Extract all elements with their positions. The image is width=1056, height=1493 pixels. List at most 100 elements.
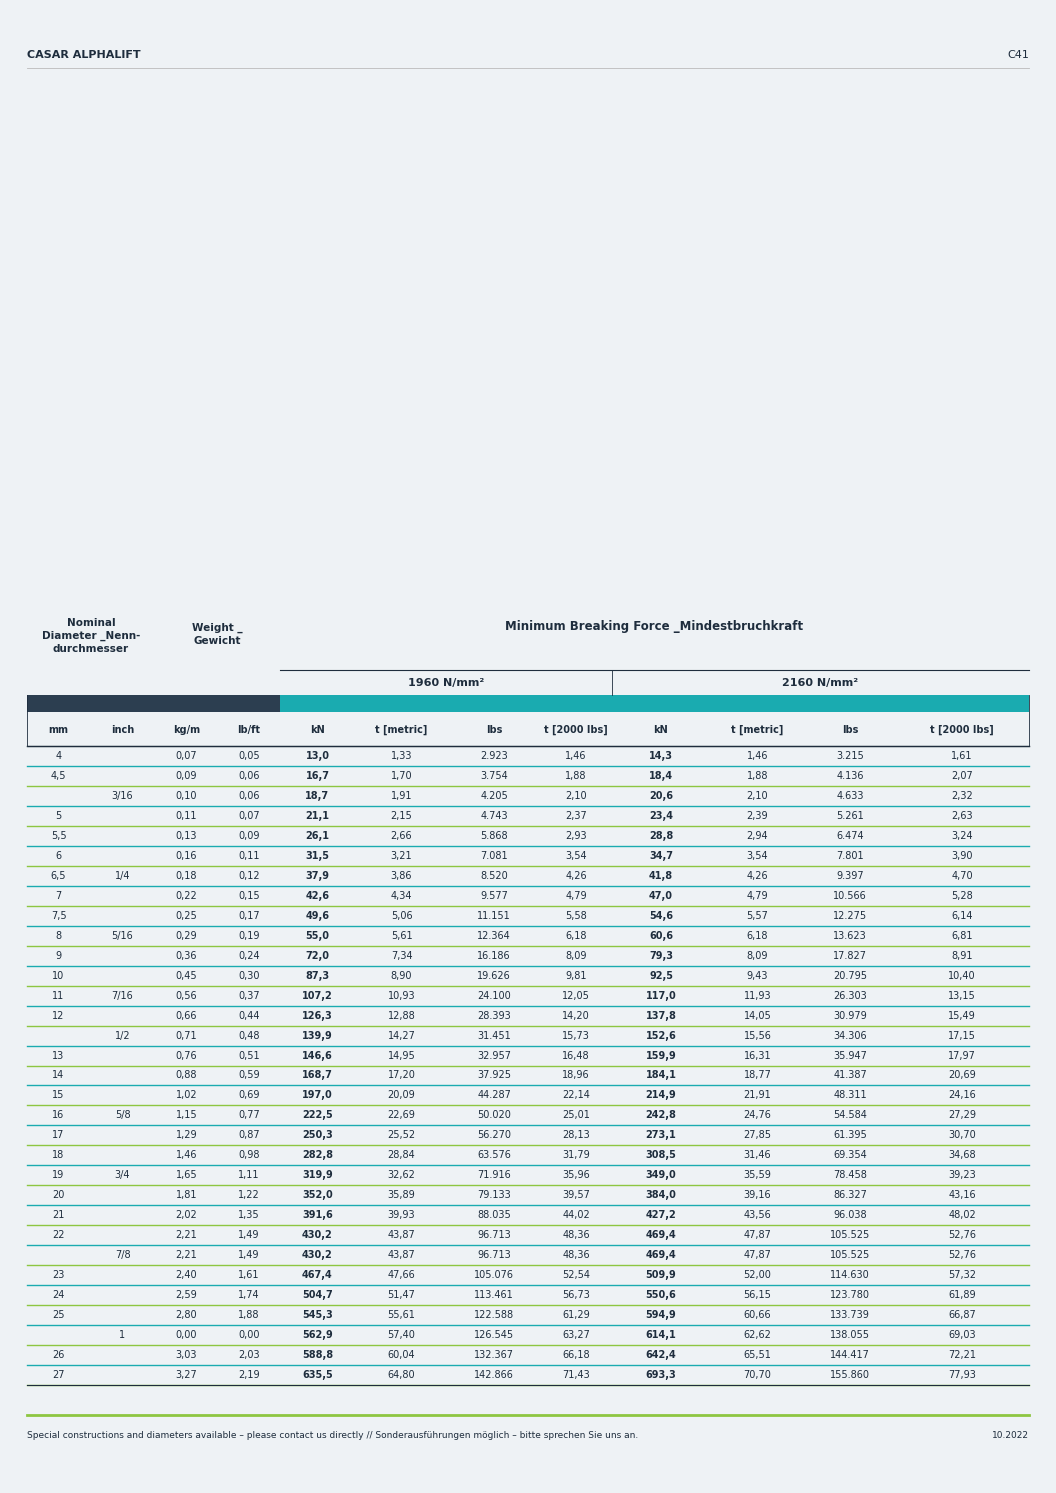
Text: 41.387: 41.387 xyxy=(833,1070,867,1081)
Text: 3,54: 3,54 xyxy=(747,851,769,861)
Text: 0,45: 0,45 xyxy=(175,970,197,981)
Text: 3,86: 3,86 xyxy=(391,870,412,881)
Text: 24: 24 xyxy=(53,1290,64,1300)
Text: 48,36: 48,36 xyxy=(562,1250,590,1260)
Text: 3,54: 3,54 xyxy=(565,851,587,861)
Text: lb/ft: lb/ft xyxy=(238,726,261,735)
Text: 23,4: 23,4 xyxy=(649,811,673,821)
Text: 66,87: 66,87 xyxy=(948,1311,976,1320)
Text: 1,88: 1,88 xyxy=(747,770,769,781)
Text: 1/2: 1/2 xyxy=(115,1030,130,1041)
Text: 614,1: 614,1 xyxy=(645,1330,677,1341)
Text: 159,9: 159,9 xyxy=(645,1051,677,1060)
Text: 71.916: 71.916 xyxy=(477,1171,511,1181)
Text: 17,15: 17,15 xyxy=(948,1030,976,1041)
Text: 47,0: 47,0 xyxy=(649,891,673,900)
Text: 319,9: 319,9 xyxy=(302,1171,333,1181)
Text: 26: 26 xyxy=(53,1350,64,1360)
Text: 12,05: 12,05 xyxy=(562,991,590,1000)
Text: 6.474: 6.474 xyxy=(836,832,864,841)
Text: 0,06: 0,06 xyxy=(239,791,260,800)
Text: 7: 7 xyxy=(55,891,61,900)
Text: 9.577: 9.577 xyxy=(480,891,508,900)
Text: mm: mm xyxy=(49,726,69,735)
Text: 132.367: 132.367 xyxy=(474,1350,514,1360)
Text: 214,9: 214,9 xyxy=(645,1090,677,1100)
Text: 3,27: 3,27 xyxy=(175,1371,197,1380)
Text: 52,54: 52,54 xyxy=(562,1271,590,1280)
Text: 70,70: 70,70 xyxy=(743,1371,772,1380)
Text: 32,62: 32,62 xyxy=(388,1171,415,1181)
Text: 430,2: 430,2 xyxy=(302,1230,333,1241)
Text: 222,5: 222,5 xyxy=(302,1111,333,1120)
Text: 21: 21 xyxy=(53,1211,64,1220)
Text: 155.860: 155.860 xyxy=(830,1371,870,1380)
Text: 5.261: 5.261 xyxy=(836,811,864,821)
Text: 1,46: 1,46 xyxy=(175,1151,197,1160)
Text: 18: 18 xyxy=(53,1151,64,1160)
Text: 550,6: 550,6 xyxy=(645,1290,677,1300)
Text: kN: kN xyxy=(654,726,668,735)
Text: 41,8: 41,8 xyxy=(649,870,673,881)
Text: 39,57: 39,57 xyxy=(562,1190,590,1200)
Text: 18,77: 18,77 xyxy=(743,1070,772,1081)
Text: 1,49: 1,49 xyxy=(239,1250,260,1260)
Text: 3/4: 3/4 xyxy=(115,1171,130,1181)
Text: 0,17: 0,17 xyxy=(239,911,260,921)
Text: 25,52: 25,52 xyxy=(388,1130,416,1141)
Text: 25: 25 xyxy=(52,1311,64,1320)
Text: 24.100: 24.100 xyxy=(477,991,511,1000)
Text: 142.866: 142.866 xyxy=(474,1371,514,1380)
Text: 594,9: 594,9 xyxy=(645,1311,677,1320)
Text: 250,3: 250,3 xyxy=(302,1130,333,1141)
Text: 4.205: 4.205 xyxy=(480,791,508,800)
Text: 69.354: 69.354 xyxy=(833,1151,867,1160)
Text: 27: 27 xyxy=(52,1371,64,1380)
Text: 4.136: 4.136 xyxy=(836,770,864,781)
Text: 71,43: 71,43 xyxy=(562,1371,590,1380)
Text: 0,11: 0,11 xyxy=(239,851,260,861)
Text: 48.311: 48.311 xyxy=(833,1090,867,1100)
Text: 12: 12 xyxy=(53,1011,64,1021)
Text: 3,24: 3,24 xyxy=(951,832,973,841)
Text: 19.626: 19.626 xyxy=(477,970,511,981)
Text: 7,5: 7,5 xyxy=(51,911,67,921)
Text: 54,6: 54,6 xyxy=(649,911,673,921)
Text: 2,37: 2,37 xyxy=(565,811,587,821)
Text: 117,0: 117,0 xyxy=(645,991,677,1000)
Text: 66,18: 66,18 xyxy=(562,1350,590,1360)
Text: 96.713: 96.713 xyxy=(477,1230,511,1241)
Text: 61.395: 61.395 xyxy=(833,1130,867,1141)
Text: 137,8: 137,8 xyxy=(645,1011,677,1021)
Text: 44.287: 44.287 xyxy=(477,1090,511,1100)
Text: 2,07: 2,07 xyxy=(951,770,973,781)
Text: 10,93: 10,93 xyxy=(388,991,415,1000)
Text: 0,09: 0,09 xyxy=(239,832,260,841)
Text: 642,4: 642,4 xyxy=(645,1350,677,1360)
Text: 0,66: 0,66 xyxy=(175,1011,197,1021)
Text: 0,37: 0,37 xyxy=(239,991,260,1000)
Text: 11: 11 xyxy=(53,991,64,1000)
Bar xyxy=(155,696,280,712)
Text: Minimum Breaking Force _Mindestbruchkraft: Minimum Breaking Force _Mindestbruchkraf… xyxy=(506,620,804,633)
Text: Special constructions and diameters available – please contact us directly // So: Special constructions and diameters avai… xyxy=(27,1430,638,1439)
Text: 1,65: 1,65 xyxy=(175,1171,197,1181)
Text: 1,11: 1,11 xyxy=(239,1171,260,1181)
Text: 6,18: 6,18 xyxy=(747,930,769,941)
Text: 427,2: 427,2 xyxy=(645,1211,677,1220)
Text: 9: 9 xyxy=(55,951,61,960)
Text: 7/16: 7/16 xyxy=(112,991,133,1000)
Text: 72,0: 72,0 xyxy=(305,951,329,960)
Text: 27,29: 27,29 xyxy=(948,1111,976,1120)
Text: 5/8: 5/8 xyxy=(115,1111,130,1120)
Text: 69,03: 69,03 xyxy=(948,1330,976,1341)
Text: 15: 15 xyxy=(53,1090,64,1100)
Text: 34.306: 34.306 xyxy=(833,1030,867,1041)
Text: 0,59: 0,59 xyxy=(239,1070,260,1081)
Text: 24,16: 24,16 xyxy=(948,1090,976,1100)
Text: 0,16: 0,16 xyxy=(175,851,197,861)
Text: 52,00: 52,00 xyxy=(743,1271,772,1280)
Text: 30,70: 30,70 xyxy=(948,1130,976,1141)
Text: 62,62: 62,62 xyxy=(743,1330,772,1341)
Text: 2,63: 2,63 xyxy=(951,811,973,821)
